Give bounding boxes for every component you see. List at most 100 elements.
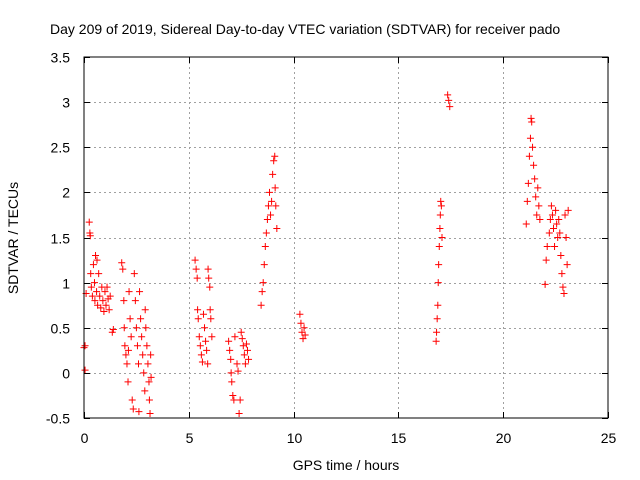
data-point xyxy=(296,310,304,318)
data-point xyxy=(208,333,216,341)
data-point xyxy=(198,358,206,366)
y-tick-label: 1 xyxy=(62,276,70,292)
data-point xyxy=(86,232,94,240)
data-point xyxy=(145,396,153,404)
data-point xyxy=(90,279,98,287)
data-point xyxy=(433,315,441,323)
data-point xyxy=(245,355,253,363)
y-tick-label: -0.5 xyxy=(46,411,70,427)
data-point xyxy=(120,297,128,305)
data-point xyxy=(127,333,135,341)
data-point xyxy=(236,396,244,404)
data-point xyxy=(195,333,203,341)
data-point xyxy=(138,333,146,341)
data-point xyxy=(235,409,243,417)
data-point xyxy=(444,91,452,99)
data-point xyxy=(272,202,280,210)
data-point xyxy=(552,206,560,214)
data-point xyxy=(192,265,200,273)
data-point xyxy=(202,337,210,345)
data-point xyxy=(191,256,199,264)
data-point xyxy=(133,342,141,350)
x-tick-label: 20 xyxy=(496,430,512,446)
data-point xyxy=(226,346,234,354)
data-point xyxy=(199,310,207,318)
data-point xyxy=(267,211,275,219)
data-point xyxy=(436,224,444,232)
data-point xyxy=(530,161,538,169)
data-point xyxy=(120,324,128,332)
data-point xyxy=(524,179,532,187)
data-point xyxy=(142,324,150,332)
data-point xyxy=(145,378,153,386)
data-point xyxy=(196,342,204,350)
data-point xyxy=(239,342,247,350)
data-point xyxy=(146,409,154,417)
data-point xyxy=(96,292,104,300)
data-point xyxy=(194,306,202,314)
data-point xyxy=(300,324,308,332)
y-tick-label: 0.5 xyxy=(51,321,71,337)
data-point xyxy=(229,391,237,399)
data-point xyxy=(529,143,537,151)
data-point xyxy=(562,234,570,241)
data-point xyxy=(265,188,273,196)
data-point xyxy=(225,337,233,345)
x-tick-label: 15 xyxy=(391,430,407,446)
data-point xyxy=(227,369,235,377)
data-point xyxy=(100,308,108,316)
data-point xyxy=(91,297,99,305)
data-point xyxy=(533,211,541,219)
data-point xyxy=(271,152,279,160)
data-point xyxy=(436,211,444,219)
data-point xyxy=(270,157,278,165)
data-point xyxy=(87,283,95,291)
x-axis-label: GPS time / hours xyxy=(293,457,400,473)
data-point xyxy=(446,103,454,111)
data-point xyxy=(99,297,107,305)
data-point xyxy=(556,229,564,237)
data-point xyxy=(141,387,149,395)
data-point xyxy=(124,346,132,354)
data-point xyxy=(269,170,277,178)
data-point xyxy=(432,337,440,345)
data-point xyxy=(143,342,151,350)
grid-lines xyxy=(84,57,608,418)
data-point xyxy=(240,351,248,359)
data-point xyxy=(147,351,155,359)
data-point xyxy=(438,234,446,241)
data-point xyxy=(130,270,138,278)
data-point xyxy=(109,326,117,334)
y-tick-label: 3 xyxy=(62,95,70,111)
data-point xyxy=(119,265,127,273)
data-point xyxy=(531,175,539,183)
data-point xyxy=(238,335,246,343)
data-point xyxy=(523,197,531,205)
data-point xyxy=(128,396,136,404)
x-tick-label: 25 xyxy=(601,430,617,446)
data-point xyxy=(207,315,215,323)
data-point xyxy=(125,288,133,296)
data-point xyxy=(140,369,148,377)
data-point xyxy=(435,261,443,269)
data-point xyxy=(561,211,569,219)
data-point xyxy=(123,360,131,368)
data-point xyxy=(563,261,571,269)
data-point xyxy=(97,304,105,312)
data-point xyxy=(103,283,111,291)
data-point xyxy=(228,378,236,386)
data-point xyxy=(545,229,553,237)
data-point xyxy=(93,256,101,264)
data-point xyxy=(434,279,442,287)
data-point xyxy=(139,351,147,359)
x-tick-label: 10 xyxy=(287,430,303,446)
data-point xyxy=(203,346,211,354)
data-point xyxy=(122,351,130,359)
data-point xyxy=(260,261,268,269)
data-point xyxy=(241,360,249,368)
data-point xyxy=(259,279,267,287)
data-point xyxy=(273,224,281,232)
data-point xyxy=(121,342,129,350)
data-point xyxy=(193,274,201,282)
data-point xyxy=(92,252,100,260)
